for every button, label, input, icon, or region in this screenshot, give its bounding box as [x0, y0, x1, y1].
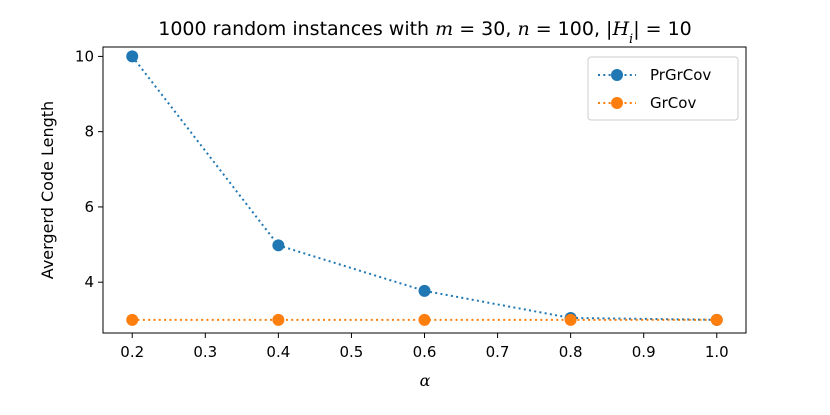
- plot-series: [126, 50, 723, 326]
- legend-marker-grcov: [611, 97, 623, 109]
- x-tick-label: 0.8: [559, 343, 583, 361]
- title-part-4: = 100, |: [530, 18, 613, 40]
- x-tick-label: 0.7: [486, 343, 510, 361]
- x-tick-label: 0.9: [632, 343, 656, 361]
- title-part-6: i: [629, 32, 633, 47]
- title-part-0: 1000 random instances with: [158, 18, 435, 40]
- legend-box: [587, 56, 739, 121]
- data-point-prgrcov: [126, 50, 139, 63]
- x-tick-label: 0.4: [266, 343, 290, 361]
- y-axis-ticks: 4 6 8 10: [75, 47, 103, 291]
- legend-label-grcov: GrCov: [650, 94, 696, 112]
- data-point-grcov: [126, 313, 139, 326]
- legend-marker-prgrcov: [611, 69, 623, 81]
- x-tick-label: 1.0: [705, 343, 729, 361]
- legend: PrGrCov GrCov: [587, 56, 739, 121]
- x-tick-label: 0.3: [193, 343, 217, 361]
- x-tick-label: 0.5: [340, 343, 364, 361]
- y-tick-label: 6: [84, 198, 94, 216]
- title-part-5: H: [611, 18, 629, 40]
- y-axis-label: Avergerd Code Length: [38, 101, 57, 279]
- y-tick-label: 4: [84, 273, 94, 291]
- x-axis-ticks: 0.2 0.3 0.4 0.5 0.6 0.7 0.8 0.9 1.0: [120, 333, 729, 361]
- data-point-grcov: [418, 313, 431, 326]
- chart-title: 1000 random instances with m = 30, n = 1…: [158, 18, 692, 47]
- legend-label-prgrcov: PrGrCov: [650, 66, 711, 84]
- title-part-7: | = 10: [633, 18, 692, 40]
- x-tick-label: 0.6: [413, 343, 437, 361]
- x-tick-label: 0.2: [120, 343, 144, 361]
- series-line-prgrcov: [131, 55, 717, 321]
- y-tick-label: 8: [84, 123, 94, 141]
- data-point-prgrcov: [418, 284, 431, 297]
- title-part-1: m: [435, 18, 453, 40]
- x-axis-label: α: [420, 371, 431, 390]
- data-point-grcov: [564, 313, 577, 326]
- data-point-grcov: [710, 313, 723, 326]
- data-point-prgrcov: [272, 239, 285, 252]
- title-part-3: n: [517, 18, 529, 40]
- title-part-2: = 30,: [453, 18, 517, 40]
- data-point-grcov: [272, 313, 285, 326]
- y-tick-label: 10: [75, 47, 94, 65]
